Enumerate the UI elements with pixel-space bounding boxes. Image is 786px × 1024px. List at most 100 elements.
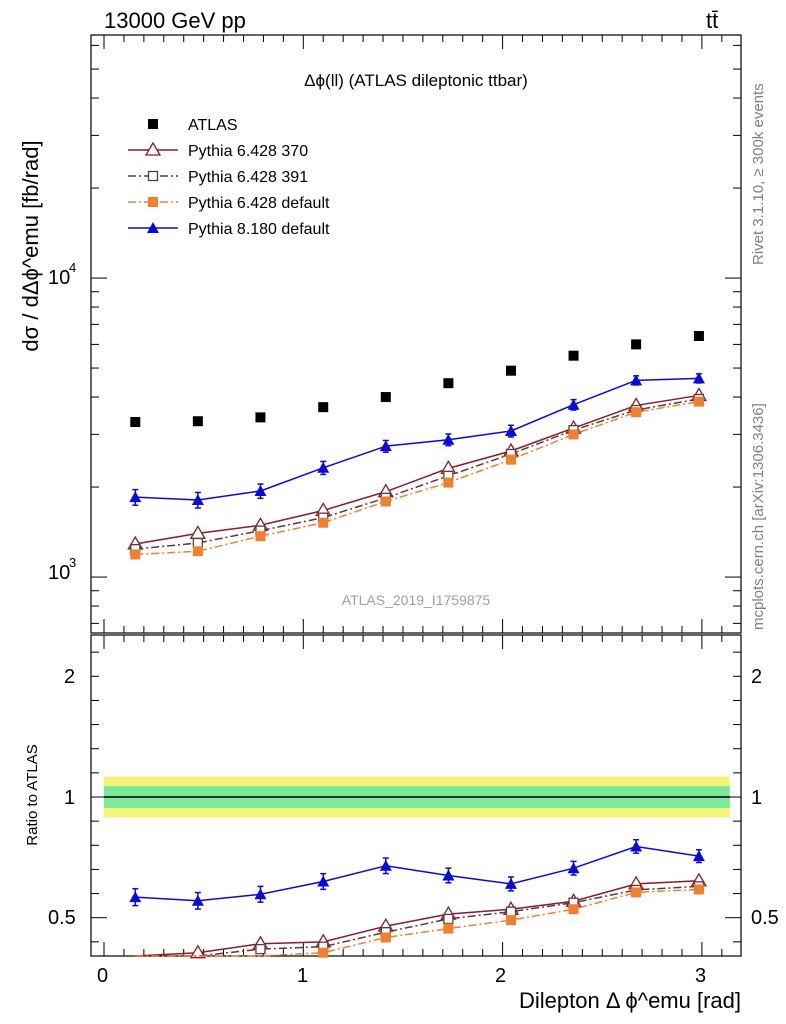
ratio-point (318, 947, 329, 958)
data-point (631, 407, 642, 418)
ratio-point (255, 943, 266, 955)
ratio-tick-1-left: 1 (64, 787, 75, 809)
ratio-point (631, 887, 642, 898)
data-point (255, 531, 266, 542)
ratio-point (568, 904, 579, 915)
data-point (505, 365, 516, 376)
data-point (130, 417, 141, 428)
data-point (505, 454, 516, 465)
ratio-point (504, 877, 517, 889)
ratio-point (189, 944, 207, 959)
ratio-line (135, 885, 699, 957)
data-point (317, 461, 330, 473)
data-point (504, 424, 517, 436)
data-point (380, 392, 391, 403)
data-point (631, 339, 642, 350)
legend-label: Pythia 6.428 default (188, 195, 330, 212)
series-line (135, 394, 700, 545)
ratio-point (443, 923, 454, 934)
legend-label: ATLAS (188, 117, 238, 134)
data-point (254, 485, 267, 497)
ratio-tick-2-left: 2 (64, 666, 75, 688)
main-plot-data (127, 331, 708, 560)
y-tick-label-1e4-exp: 4 (69, 260, 76, 275)
ratio-series-pythia-8-180-default (129, 839, 705, 910)
data-point (192, 546, 203, 557)
data-point (693, 396, 704, 407)
legend-marker (147, 170, 159, 182)
ratio-band (104, 776, 730, 818)
y-tick-labels: 10 4 10 3 (48, 260, 76, 584)
x-axis-label: Dilepton Δ ϕ^emu [rad] (519, 988, 741, 1013)
data-point (255, 412, 266, 423)
ratio-point (692, 850, 705, 862)
legend-item: Pythia 6.428 391 (128, 169, 308, 186)
rivet-label: Rivet 3.1.10, ≥ 300k events (750, 83, 767, 265)
legend-marker (148, 119, 158, 129)
ratio-tick-05-left: 0.5 (48, 907, 76, 929)
data-point (692, 372, 705, 384)
data-point (318, 517, 329, 528)
ratio-point (379, 859, 392, 871)
legend-item: Pythia 8.180 default (128, 221, 330, 238)
x-tick-label-3: 3 (695, 965, 706, 987)
analysis-watermark: ATLAS_2019_I1759875 (342, 592, 491, 608)
legend-marker (148, 197, 158, 207)
data-point (568, 429, 579, 440)
data-point (567, 398, 580, 410)
legend-item: Pythia 6.428 default (128, 195, 330, 212)
ratio-point (254, 888, 267, 900)
ratio-frame (90, 634, 742, 957)
data-point (379, 440, 392, 452)
data-point (568, 350, 579, 361)
series-line (135, 400, 700, 556)
ratio-series-pythia-6-428-default (135, 884, 704, 958)
ratio-point (443, 913, 454, 925)
y-tick-label-1e3: 10 (48, 562, 70, 584)
axis-ticks (91, 35, 741, 956)
ratio-point (129, 891, 142, 903)
legend-marker (147, 222, 159, 233)
ratio-point (317, 875, 330, 887)
ratio-point (567, 862, 580, 874)
ratio-point (380, 932, 391, 943)
x-tick-label-1: 1 (297, 965, 308, 987)
ratio-point (442, 869, 455, 881)
data-point (693, 331, 704, 342)
series-pythia-6-428-default (130, 396, 704, 560)
data-point (192, 537, 204, 549)
series-line (135, 398, 700, 550)
main-frame (90, 34, 742, 634)
legend-item: ATLAS (148, 117, 238, 134)
data-point (442, 433, 455, 445)
y-tick-label-1e3-exp: 3 (69, 555, 76, 570)
x-tick-label-0: 0 (97, 965, 108, 987)
series-line (135, 377, 699, 501)
ratio-series-pythia-6-428-370 (135, 872, 708, 959)
ratio-line (135, 880, 699, 957)
data-point (318, 402, 329, 413)
ratio-axis-label: Ratio to ATLAS (24, 744, 41, 845)
ratio-point (630, 840, 643, 852)
data-point (129, 491, 142, 503)
ratio-tick-05-right: 0.5 (751, 907, 779, 929)
legend-label: Pythia 6.428 370 (188, 143, 308, 160)
ratio-point (693, 884, 704, 895)
ratio-tick-1-right: 1 (751, 787, 762, 809)
y-axis-label: dσ / dΔϕ^emu [fb/rad] (18, 140, 43, 351)
legend-item: Pythia 6.428 370 (128, 141, 308, 160)
series-pythia-6-428-370 (127, 387, 708, 550)
data-point (443, 477, 454, 488)
header-energy: 13000 GeV pp (104, 8, 246, 33)
ratio-point (505, 906, 517, 917)
ratio-line (135, 845, 700, 902)
ratio-point (505, 915, 516, 926)
plot-title: Δϕ(ll) (ATLAS dileptonic ttbar) (304, 71, 528, 90)
data-point (192, 416, 203, 427)
ratio-series-pythia-6-428-391 (135, 881, 705, 957)
series-pythia-8-180-default (129, 372, 705, 509)
legend-label: Pythia 6.428 391 (188, 169, 308, 186)
ratio-point (191, 894, 204, 906)
ratio-tick-labels: 2 1 0.5 2 1 0.5 (48, 666, 779, 929)
